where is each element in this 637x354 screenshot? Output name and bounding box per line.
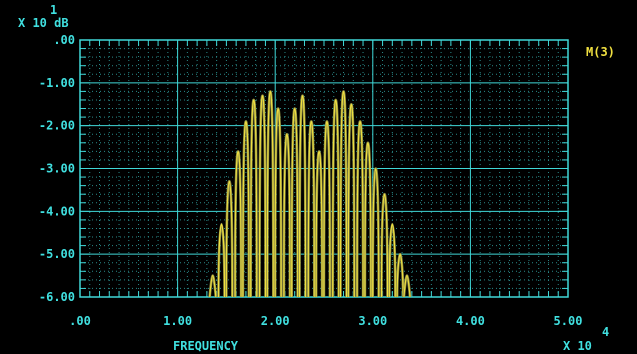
spectrum-peak — [266, 90, 274, 298]
x-scale-label: X 10 — [563, 339, 592, 353]
x-tick-labels: .00 1.00 2.00 3.00 4.00 5.00 — [69, 314, 582, 328]
y-tick-label: .00 — [53, 33, 75, 47]
spectrum-peak — [250, 99, 258, 298]
y-scale-exponent: 1 — [50, 3, 57, 17]
y-scale-label: X 10 dB — [18, 16, 69, 30]
spectrum-peak — [242, 120, 250, 298]
x-tick-label: 3.00 — [358, 314, 387, 328]
spectrum-peak — [298, 95, 307, 298]
spectrum-peak — [347, 103, 355, 298]
spectrum-peak — [225, 180, 233, 298]
y-tick-label: -2.00 — [39, 119, 75, 133]
spectrum-peak — [380, 193, 389, 298]
spectrum-peak — [356, 120, 364, 298]
spectrum-peak — [403, 275, 411, 298]
x-axis-label: FREQUENCY — [173, 339, 239, 353]
x-tick-label: .00 — [69, 314, 91, 328]
spectrum-peak — [234, 150, 242, 298]
spectrum-peak — [258, 95, 267, 298]
y-tick-label: -3.00 — [39, 162, 75, 176]
spectrum-peak — [283, 133, 291, 298]
x-tick-label: 1.00 — [163, 314, 192, 328]
spectrum-peak — [332, 99, 340, 298]
spectrum-peak — [323, 120, 331, 298]
series-traces — [208, 90, 412, 298]
y-tick-label: -6.00 — [39, 290, 75, 304]
legend-m3: M(3) — [586, 45, 615, 59]
x-tick-label: 2.00 — [261, 314, 290, 328]
spectrum-peak — [307, 120, 315, 298]
spectrum-peak — [209, 275, 217, 298]
x-tick-label: 4.00 — [456, 314, 485, 328]
y-tick-label: -1.00 — [39, 76, 75, 90]
y-tick-label: -4.00 — [39, 204, 75, 218]
x-scale-exponent: 4 — [602, 325, 609, 339]
spectrum-peak — [291, 107, 299, 298]
spectrum-peak — [274, 107, 282, 298]
spectrum-peak — [217, 223, 226, 298]
x-tick-label: 5.00 — [554, 314, 583, 328]
spectrum-peak — [315, 150, 323, 298]
spectrum-peak — [388, 223, 396, 298]
spectrum-peak — [372, 167, 380, 298]
spectrum-peak — [364, 142, 372, 298]
spectrum-peak — [396, 253, 404, 298]
spectrum-peak — [339, 90, 348, 298]
y-tick-labels: .00 -1.00 -2.00 -3.00 -4.00 -5.00 -6.00 — [39, 33, 75, 304]
y-tick-label: -5.00 — [39, 247, 75, 261]
